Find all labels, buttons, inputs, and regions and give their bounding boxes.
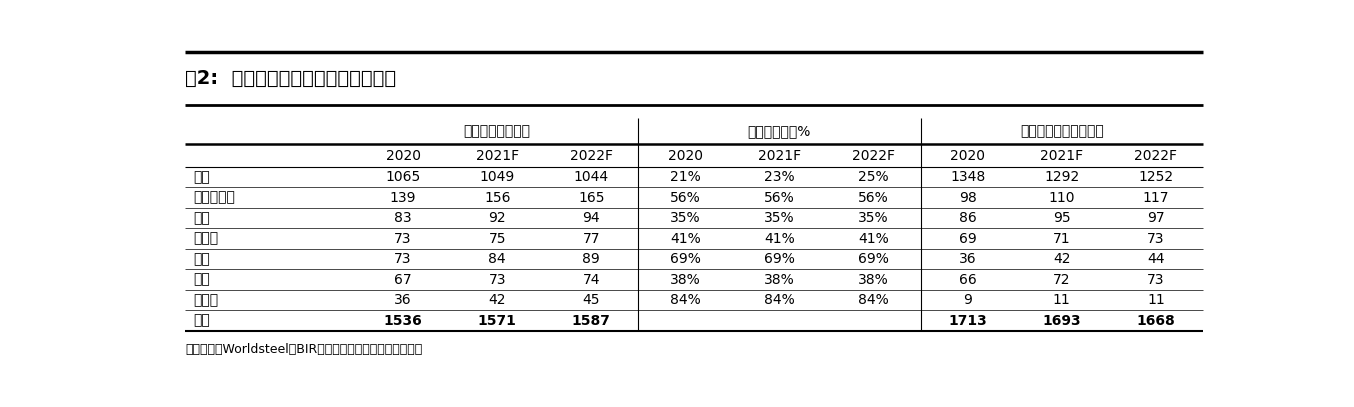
- Text: 1252: 1252: [1139, 170, 1174, 184]
- Text: 1587: 1587: [571, 314, 611, 328]
- Text: 98: 98: [959, 191, 976, 205]
- Text: 69%: 69%: [670, 252, 701, 266]
- Text: 2022F: 2022F: [570, 149, 613, 163]
- Text: 41%: 41%: [858, 232, 890, 246]
- Text: 36: 36: [959, 252, 976, 266]
- Text: 2020: 2020: [386, 149, 421, 163]
- Text: 2021F: 2021F: [758, 149, 802, 163]
- Text: 84%: 84%: [764, 293, 795, 307]
- Text: 69%: 69%: [858, 252, 890, 266]
- Text: 42: 42: [489, 293, 506, 307]
- Text: 21%: 21%: [670, 170, 701, 184]
- Text: 2022F: 2022F: [852, 149, 895, 163]
- Text: 土耳其: 土耳其: [194, 293, 218, 307]
- Text: 38%: 38%: [764, 273, 795, 287]
- Text: 94: 94: [582, 211, 600, 225]
- Text: 84%: 84%: [858, 293, 890, 307]
- Text: 86: 86: [959, 211, 976, 225]
- Text: 1044: 1044: [574, 170, 609, 184]
- Text: 中国: 中国: [194, 170, 210, 184]
- Text: 韩国: 韩国: [194, 273, 210, 287]
- Text: 156: 156: [483, 191, 510, 205]
- Text: 42: 42: [1053, 252, 1071, 266]
- Text: 95: 95: [1053, 211, 1071, 225]
- Text: 67: 67: [394, 273, 412, 287]
- Text: 73: 73: [394, 232, 412, 246]
- Text: 56%: 56%: [764, 191, 795, 205]
- Text: 38%: 38%: [670, 273, 701, 287]
- Text: 84: 84: [489, 252, 506, 266]
- Text: 56%: 56%: [670, 191, 701, 205]
- Text: 97: 97: [1147, 211, 1164, 225]
- Text: 77: 77: [582, 232, 600, 246]
- Text: 2020: 2020: [668, 149, 703, 163]
- Text: 23%: 23%: [764, 170, 795, 184]
- Text: 美国: 美国: [194, 252, 210, 266]
- Text: 41%: 41%: [670, 232, 701, 246]
- Text: 75: 75: [489, 232, 506, 246]
- Text: 日本: 日本: [194, 211, 210, 225]
- Text: 1571: 1571: [478, 314, 517, 328]
- Text: 41%: 41%: [764, 232, 795, 246]
- Text: 69: 69: [959, 232, 976, 246]
- Text: 117: 117: [1143, 191, 1169, 205]
- Text: 165: 165: [578, 191, 604, 205]
- Text: 2022F: 2022F: [1135, 149, 1178, 163]
- Text: 铁矿石消费量，百万吨: 铁矿石消费量，百万吨: [1020, 124, 1104, 138]
- Text: 73: 73: [1147, 232, 1164, 246]
- Text: 110: 110: [1048, 191, 1075, 205]
- Text: 2021F: 2021F: [1040, 149, 1083, 163]
- Text: 1292: 1292: [1044, 170, 1079, 184]
- Text: 92: 92: [489, 211, 506, 225]
- Text: 139: 139: [390, 191, 417, 205]
- Text: 69%: 69%: [764, 252, 795, 266]
- Text: 1348: 1348: [951, 170, 986, 184]
- Text: 1536: 1536: [383, 314, 422, 328]
- Text: 56%: 56%: [858, 191, 890, 205]
- Text: 废钢粗钢比，%: 废钢粗钢比，%: [747, 124, 811, 138]
- Text: 72: 72: [1053, 273, 1071, 287]
- Text: 66: 66: [959, 273, 976, 287]
- Text: 欧盟加英国: 欧盟加英国: [194, 191, 236, 205]
- Text: 73: 73: [489, 273, 506, 287]
- Text: 89: 89: [582, 252, 600, 266]
- Text: 74: 74: [582, 273, 600, 287]
- Text: 11: 11: [1053, 293, 1071, 307]
- Text: 2021F: 2021F: [475, 149, 519, 163]
- Text: 73: 73: [1147, 273, 1164, 287]
- Text: 11: 11: [1147, 293, 1164, 307]
- Text: 73: 73: [394, 252, 412, 266]
- Text: 粗钢产量，百万吨: 粗钢产量，百万吨: [463, 124, 531, 138]
- Text: 1693: 1693: [1043, 314, 1080, 328]
- Text: 1713: 1713: [948, 314, 987, 328]
- Text: 1065: 1065: [386, 170, 421, 184]
- Text: 44: 44: [1147, 252, 1164, 266]
- Text: 资料来源：Worldsteel、BIR、国信证券经济研究所整理预测: 资料来源：Worldsteel、BIR、国信证券经济研究所整理预测: [185, 343, 422, 356]
- Text: 83: 83: [394, 211, 412, 225]
- Text: 35%: 35%: [764, 211, 795, 225]
- Text: 表2:  主要钢铁生产国铁矿石需求预测: 表2: 主要钢铁生产国铁矿石需求预测: [185, 69, 397, 88]
- Text: 合计: 合计: [194, 314, 210, 328]
- Text: 71: 71: [1053, 232, 1071, 246]
- Text: 35%: 35%: [670, 211, 700, 225]
- Text: 25%: 25%: [858, 170, 888, 184]
- Text: 俄罗斯: 俄罗斯: [194, 232, 218, 246]
- Text: 1049: 1049: [479, 170, 515, 184]
- Text: 84%: 84%: [670, 293, 701, 307]
- Text: 45: 45: [582, 293, 600, 307]
- Text: 1668: 1668: [1136, 314, 1175, 328]
- Text: 38%: 38%: [858, 273, 890, 287]
- Text: 9: 9: [963, 293, 972, 307]
- Text: 36: 36: [394, 293, 412, 307]
- Text: 35%: 35%: [858, 211, 888, 225]
- Text: 2020: 2020: [951, 149, 986, 163]
